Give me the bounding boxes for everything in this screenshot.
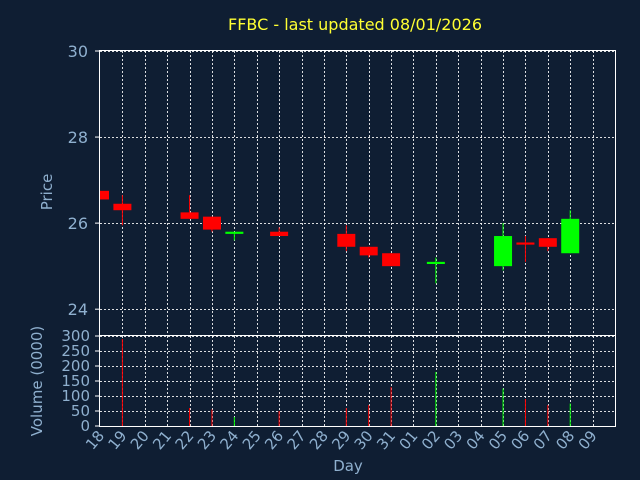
candle-body <box>359 246 378 256</box>
day-tick-label: 04 <box>463 427 489 453</box>
candle-body <box>225 231 244 234</box>
volume-tick-label: 250 <box>61 342 90 360</box>
candle-body <box>516 242 535 245</box>
price-tick-label: 28 <box>68 128 88 147</box>
day-tick-label: 06 <box>507 427 533 453</box>
day-tick-label: 28 <box>306 427 332 453</box>
chart-title: FFBC - last updated 08/01/2026 <box>228 15 482 34</box>
volume-axis-label: Volume (0000) <box>28 326 46 436</box>
candles <box>99 190 580 284</box>
volume-tick-label: 300 <box>61 327 90 345</box>
volume-tick-label: 150 <box>61 372 90 390</box>
x-axis-label: Day <box>333 457 363 475</box>
day-tick-label: 07 <box>530 427 556 453</box>
day-tick-label: 19 <box>104 427 130 453</box>
candle-23 <box>202 216 221 232</box>
day-tick-label: 02 <box>418 427 444 453</box>
price-tick-label: 30 <box>68 42 88 61</box>
candle-06 <box>516 236 535 262</box>
day-tick-label: 29 <box>328 427 354 453</box>
day-tick-label: 03 <box>440 427 466 453</box>
day-tick-label: 23 <box>194 427 220 453</box>
day-tick-label: 24 <box>216 427 242 453</box>
candle-07 <box>538 238 557 252</box>
volume-plot-frame <box>99 335 616 427</box>
volume-tick-label: 50 <box>71 402 90 420</box>
candle-30 <box>359 246 378 258</box>
candle-body <box>538 238 557 247</box>
candle-08 <box>561 210 580 254</box>
day-tick-label: 09 <box>575 427 601 453</box>
candle-body <box>100 190 109 200</box>
volume-tick-label: 200 <box>61 357 90 375</box>
price-axis-label: Price <box>38 174 56 211</box>
candle-body <box>561 218 580 254</box>
candle-18 <box>99 190 109 200</box>
candle-body <box>180 212 199 219</box>
price-grid <box>100 51 615 335</box>
candle-31 <box>382 253 401 267</box>
price-tick-labels: 24 26 28 30 <box>68 42 100 319</box>
candle-body <box>382 253 401 267</box>
candle-body <box>113 203 132 211</box>
candle-body <box>337 233 356 247</box>
price-tick-label: 24 <box>68 300 88 319</box>
candle-body <box>494 236 513 267</box>
candle-02 <box>426 257 445 284</box>
day-tick-label: 22 <box>172 427 198 453</box>
day-tick-label: 30 <box>351 427 377 453</box>
day-tick-label: 20 <box>127 427 153 453</box>
candle-body <box>426 261 445 264</box>
volume-tick-label: 0 <box>80 417 90 435</box>
candle-body <box>202 216 221 230</box>
volume-grid <box>100 336 615 427</box>
day-tick-label: 27 <box>284 427 310 453</box>
candle-body <box>270 231 289 237</box>
day-tick-label: 01 <box>395 427 421 453</box>
day-tick-label: 05 <box>485 427 511 453</box>
price-plot-frame <box>99 50 616 336</box>
day-tick-label: 26 <box>261 427 287 453</box>
day-tick-label: 31 <box>373 427 399 453</box>
candle-05 <box>494 223 513 271</box>
candle-24 <box>225 231 244 241</box>
day-tick-label: 25 <box>239 427 265 453</box>
volume-tick-label: 100 <box>61 387 90 405</box>
candle-19 <box>113 195 132 226</box>
day-tick-labels: 1819202122232425262728293031010203040506… <box>82 427 601 453</box>
candle-22 <box>180 195 199 219</box>
day-tick-label: 08 <box>552 427 578 453</box>
candle-26 <box>270 227 289 237</box>
day-tick-label: 21 <box>149 427 175 453</box>
price-tick-label: 26 <box>68 214 88 233</box>
volume-bars <box>121 339 571 426</box>
candle-29 <box>337 225 356 252</box>
